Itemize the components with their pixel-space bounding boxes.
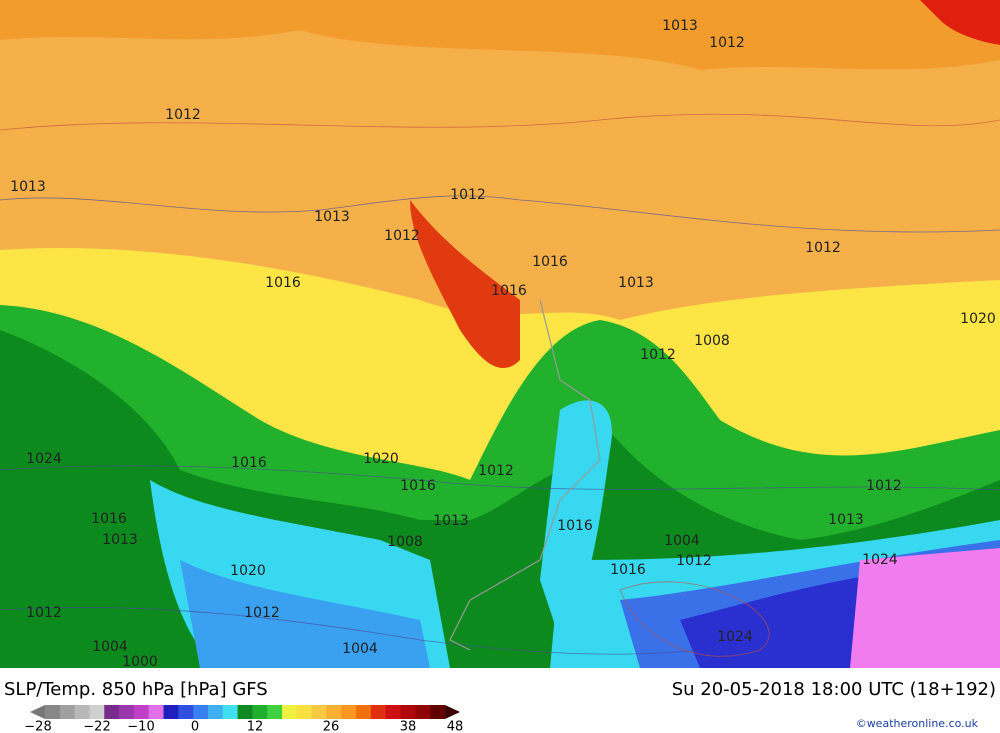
hot-spot [920, 0, 1000, 45]
isobar-label: 1016 [400, 478, 436, 494]
colorbar-swatch [104, 705, 120, 719]
isobar-label: 1016 [231, 455, 267, 471]
colorbar-swatch [430, 705, 446, 719]
colorbar-label: 0 [191, 720, 199, 733]
isobar-label: 1012 [26, 605, 62, 621]
colorbar-swatch [148, 705, 165, 719]
colorbar-swatch [178, 705, 194, 719]
colorbar-swatch [370, 705, 387, 719]
colorbar-label: 48 [447, 720, 464, 733]
colorbar-swatch [207, 705, 224, 719]
colorbar-swatch [267, 705, 283, 719]
colorbar-swatch [326, 705, 342, 719]
colorbar-arrow [445, 705, 460, 719]
isobar-label: 1012 [709, 35, 745, 51]
isobar [0, 465, 1000, 491]
isobar-label: 1008 [694, 333, 730, 349]
isobar-labels: 1013 1012 1012 1013 1012 1013 1012 1012 … [10, 18, 996, 670]
isobar [0, 195, 1000, 233]
isobar-label: 1000 [122, 654, 158, 670]
colorbar-swatch [252, 705, 268, 719]
colorbar-swatch [296, 705, 313, 719]
cold-pink [850, 548, 1000, 668]
colorbar-label: 38 [400, 720, 417, 733]
footer [0, 668, 1000, 733]
colorbar-swatch [119, 705, 135, 719]
isobar-label: 1013 [662, 18, 698, 34]
isobar-label: 1024 [26, 451, 62, 467]
colorbar-swatch [400, 705, 416, 719]
isobar-label: 1024 [717, 629, 753, 645]
isobar-label: 1013 [10, 179, 46, 195]
colorbar-swatch [237, 705, 253, 719]
orange-band [0, 0, 1000, 70]
colorbar-swatch [74, 705, 90, 719]
isobar-label: 1004 [664, 533, 700, 549]
isobar-label: 1012 [640, 347, 676, 363]
isobar-label: 1004 [92, 639, 128, 655]
isobar-label: 1004 [342, 641, 378, 657]
credit: ©weatheronline.co.uk [856, 717, 979, 730]
isobar-label: 1012 [165, 107, 201, 123]
isobar-label: 1016 [491, 283, 527, 299]
colorbar-swatch [89, 705, 105, 719]
colorbar-swatch [356, 705, 372, 719]
colorbar-label: −22 [83, 720, 110, 733]
colorbar-swatch [59, 705, 76, 719]
isobar-label: 1012 [805, 240, 841, 256]
isobar-label: 1020 [960, 311, 996, 327]
colorbar-swatch [341, 705, 357, 719]
green-corner [0, 600, 100, 668]
andes-warm [410, 200, 520, 369]
colorbar-swatch [193, 705, 209, 719]
isobar-label: 1020 [230, 563, 266, 579]
isobar-label: 1016 [265, 275, 301, 291]
isobar-label: 1012 [866, 478, 902, 494]
isobar-label: 1012 [244, 605, 280, 621]
isobar-label: 1013 [314, 209, 350, 225]
isobar-label: 1012 [676, 553, 712, 569]
isobar [0, 606, 701, 655]
colorbar-swatch [415, 705, 431, 719]
isobar-label: 1012 [478, 463, 514, 479]
isobar-label: 1013 [828, 512, 864, 528]
colorbar-label: 26 [323, 720, 340, 733]
colorbar-arrow [30, 705, 45, 719]
colorbar-swatch [163, 705, 179, 719]
isobar-label: 1013 [433, 513, 469, 529]
colorbar-swatch [311, 705, 327, 719]
colorbar-label: −10 [127, 720, 154, 733]
isotherm [0, 113, 1000, 131]
isobar-label: 1013 [618, 275, 654, 291]
colorbar-swatch [282, 705, 298, 719]
isobar-label: 1012 [450, 187, 486, 203]
colorbar-swatch [222, 705, 239, 719]
isobar-label: 1020 [363, 451, 399, 467]
isobar-label: 1016 [91, 511, 127, 527]
map-title: SLP/Temp. 850 hPa [hPa] GFS [4, 679, 268, 700]
colorbar-swatch [385, 705, 402, 719]
colorbar-label: 12 [247, 720, 264, 733]
colorbar [30, 705, 460, 719]
isobar-label: 1016 [610, 562, 646, 578]
coastline [449, 299, 601, 651]
isotherm [619, 581, 770, 657]
isobar-label: 1024 [862, 552, 898, 568]
isobar-label: 1012 [384, 228, 420, 244]
isobar-label: 1016 [532, 254, 568, 270]
colorbar-label: −28 [24, 720, 51, 733]
blue-west [180, 560, 430, 668]
isobar-label: 1008 [387, 534, 423, 550]
isobar-label: 1016 [557, 518, 593, 534]
colorbar-swatch [133, 705, 150, 719]
isobar-label: 1013 [102, 532, 138, 548]
colorbar-swatch [45, 705, 61, 719]
valid-time: Su 20-05-2018 18:00 UTC (18+192) [672, 679, 996, 700]
map-field [0, 0, 1000, 668]
cyan-atlantic [540, 400, 612, 640]
